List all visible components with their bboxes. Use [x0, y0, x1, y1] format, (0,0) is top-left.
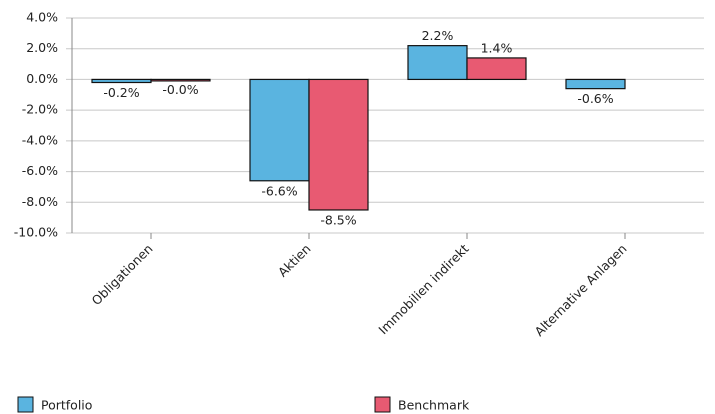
bar: [91, 78, 152, 84]
x-tick-label: Immobilien indirekt: [375, 241, 471, 337]
value-label: -0.6%: [577, 91, 613, 106]
bar: [565, 78, 626, 90]
y-tick-label: -10.0%: [14, 225, 58, 240]
bar: [407, 45, 468, 81]
y-tick-label: 4.0%: [26, 10, 58, 25]
value-label: -8.5%: [320, 212, 356, 227]
y-tick-label: 2.0%: [26, 40, 58, 55]
value-label: 1.4%: [481, 40, 513, 55]
y-tick-label: -6.0%: [22, 163, 58, 178]
legend-label: Portfolio: [41, 398, 92, 413]
bar: [466, 57, 527, 81]
value-label: -0.0%: [162, 82, 198, 97]
legend-swatch: [374, 396, 391, 413]
y-tick-label: -4.0%: [22, 132, 58, 147]
x-tick-label: Obligationen: [89, 241, 156, 308]
bar: [150, 78, 211, 82]
y-tick-label: -8.0%: [22, 194, 58, 209]
x-tick-label: Alternative Anlagen: [532, 241, 630, 339]
y-tick-label: -2.0%: [22, 102, 58, 117]
y-tick-label: 0.0%: [26, 71, 58, 86]
bar: [308, 78, 369, 211]
bar: [249, 78, 310, 182]
x-tick-label: Aktien: [275, 241, 314, 280]
legend-swatch: [17, 396, 34, 413]
legend-label: Benchmark: [398, 398, 470, 413]
value-label: -0.2%: [103, 85, 139, 100]
value-label: 2.2%: [422, 28, 454, 43]
value-label: -6.6%: [261, 183, 297, 198]
